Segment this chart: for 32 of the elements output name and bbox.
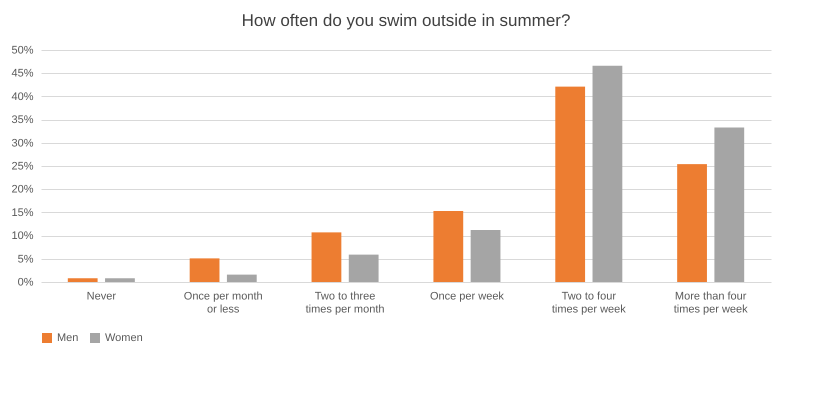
y-tick-label: 25% <box>11 160 34 172</box>
legend-label: Men <box>57 332 78 344</box>
bar <box>68 278 98 282</box>
y-tick-label: 20% <box>11 184 34 196</box>
x-tick-label: Never <box>86 290 116 302</box>
x-tick-label: Two to four times per week <box>552 290 626 316</box>
chart-title: How often do you swim outside in summer? <box>242 11 570 30</box>
x-tick-label: Once per month or less <box>184 290 263 316</box>
legend-label: Women <box>105 332 143 344</box>
bar <box>190 258 220 282</box>
bar <box>555 86 586 282</box>
y-tick-label: 50% <box>11 44 34 56</box>
y-tick-label: 45% <box>11 68 34 80</box>
bar <box>105 278 135 282</box>
bar <box>312 232 342 282</box>
y-tick-label: 15% <box>11 206 34 219</box>
bar <box>470 230 500 282</box>
y-tick-label: 5% <box>18 253 34 266</box>
y-tick-label: 35% <box>11 114 34 126</box>
bar <box>348 254 379 282</box>
y-tick-label: 0% <box>18 276 34 288</box>
bar <box>677 164 707 282</box>
x-tick-label: Once per week <box>430 290 504 302</box>
bar <box>226 274 257 282</box>
y-tick-label: 40% <box>11 90 34 103</box>
y-tick-label: 30% <box>11 137 34 150</box>
bar <box>592 66 622 282</box>
bar <box>714 127 744 282</box>
x-tick-label: Two to three times per month <box>306 290 385 316</box>
x-tick-label: More than four times per week <box>674 290 748 316</box>
bar <box>433 211 464 282</box>
y-tick-label: 10% <box>11 230 34 242</box>
